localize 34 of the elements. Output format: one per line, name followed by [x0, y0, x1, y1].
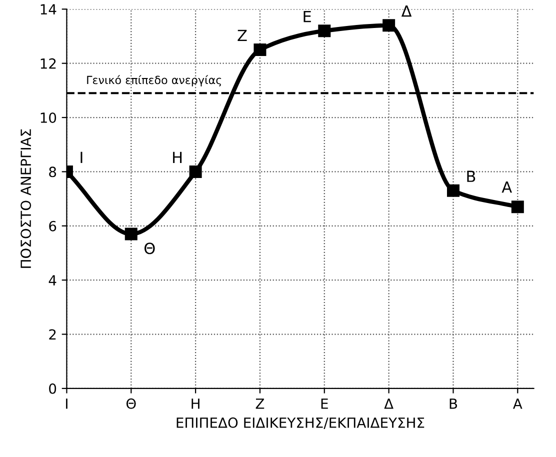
annotation: Η: [173, 152, 182, 163]
x-tick-label: Θ: [126, 398, 136, 409]
y-axis-title: ΠΟΣΟΣΤΟ ΑΝΕΡΓΙΑΣ: [20, 129, 32, 268]
annotation: Ζ: [238, 30, 247, 42]
annotation: Ε: [304, 10, 311, 22]
point: [511, 200, 524, 214]
annotation: Ι: [80, 152, 82, 163]
x-axis-title: ΕΠΙΠΕΔΟ ΕΙΔΙΚΕΥΣΗΣ/ΕΚΠΑΙΔΕΥΣΗΣ: [176, 417, 424, 430]
point: [124, 228, 138, 240]
x-tick-label: Ι: [66, 398, 68, 409]
point: [446, 184, 460, 197]
y-tick-label: 14: [40, 4, 56, 14]
y-tick-label: 10: [40, 112, 56, 123]
annotation: Θ: [144, 242, 155, 254]
y-tick-label: 8: [49, 166, 56, 178]
y-tick-label: 6: [49, 220, 56, 232]
x-tick-label: Δ: [384, 398, 394, 409]
y-tick-label: 12: [40, 58, 56, 69]
x-tick-label: Α: [513, 398, 522, 409]
y-tick-label: 2: [49, 329, 56, 340]
x-tick-label: Β: [450, 398, 458, 409]
y-tick-label: 0: [49, 383, 56, 394]
x-tick-label: Ζ: [256, 398, 264, 409]
y-tick-label: 4: [48, 275, 56, 286]
ref-line-label: Γενικό επίπεδο ανεργίας: [87, 75, 222, 86]
x-tick-label: Ε: [321, 398, 328, 409]
x-tick-label: Η: [192, 398, 200, 409]
annotation: Β: [467, 170, 476, 182]
point: [254, 44, 266, 56]
annotation: Α: [502, 181, 512, 193]
point: [318, 24, 331, 38]
annotation: Δ: [401, 6, 412, 17]
point: [189, 165, 202, 178]
point: [382, 19, 396, 32]
